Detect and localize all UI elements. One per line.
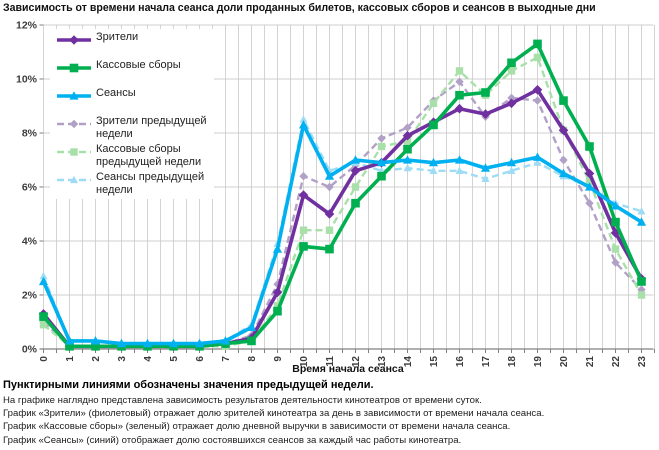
svg-text:5: 5 (169, 356, 180, 362)
legend-item-6: Сеансы предыдущей недели (56, 171, 214, 199)
svg-text:17: 17 (481, 356, 492, 368)
svg-text:16: 16 (455, 356, 466, 368)
x-axis-labels: 0 1 2 3 4 5 6 7 8 9 10 11 12 13 14 15 16 17 18 19 20 21 22 23 (39, 356, 648, 368)
legend-label: Зрители предыдущей недели (96, 115, 207, 140)
y-axis-labels: 0% 2% 4% 6% 8% 10% 12% (16, 20, 38, 356)
svg-text:4: 4 (143, 356, 154, 362)
svg-text:10: 10 (299, 356, 310, 368)
square-marker-icon (57, 63, 91, 73)
square-marker-icon (57, 148, 91, 156)
footer-line-3: График «Кассовые сборы» (зеленый) отража… (3, 421, 511, 433)
triangle-marker-icon (57, 91, 91, 100)
footer-notes: Пунктирными линиями обозначены значения … (3, 379, 656, 447)
svg-text:15: 15 (429, 356, 440, 368)
chart-title: Зависимость от времени начала сеанса дол… (3, 2, 596, 14)
legend-label: Сеансы (96, 87, 136, 99)
svg-text:13: 13 (377, 356, 388, 368)
svg-text:4%: 4% (22, 236, 38, 248)
legend-label: Кассовые сборы (96, 59, 181, 71)
svg-text:8: 8 (247, 356, 258, 362)
legend-item-4: Зрители предыдущей недели (56, 115, 214, 143)
svg-text:6: 6 (195, 356, 206, 362)
legend-item-2: Кассовые сборы (56, 59, 214, 87)
footer-line-2: График «Зрители» (фиолетовый) отражает д… (3, 408, 545, 420)
triangle-marker-icon (57, 175, 91, 184)
svg-text:23: 23 (637, 356, 648, 368)
svg-text:3: 3 (117, 356, 128, 362)
svg-text:14: 14 (403, 356, 414, 368)
svg-text:20: 20 (559, 356, 570, 368)
legend-label: Зрители (96, 31, 139, 43)
svg-text:9: 9 (273, 356, 284, 362)
svg-text:12%: 12% (16, 20, 38, 32)
svg-text:6%: 6% (22, 182, 38, 194)
footer-note-bold: Пунктирными линиями обозначены значения … (3, 379, 374, 391)
svg-text:0: 0 (39, 356, 50, 362)
chart-svg: 0%2%4%6%8%10%12%0 1 2 3 4 5 6 7 8 9 10 11 12 13 14 15 16… (16, 20, 655, 375)
series-3 (38, 120, 647, 348)
svg-text:11: 11 (325, 356, 336, 367)
legend-item-3: Сеансы (56, 87, 214, 115)
diamond-marker-icon (57, 35, 91, 45)
legend-item-5: Кассовые сборы предыдущей недели (56, 143, 214, 171)
svg-text:21: 21 (585, 356, 596, 368)
svg-text:18: 18 (507, 356, 518, 368)
svg-text:2: 2 (91, 356, 102, 362)
svg-text:7: 7 (221, 356, 232, 362)
svg-text:19: 19 (533, 356, 544, 368)
svg-text:1: 1 (65, 356, 76, 362)
legend-label: Сеансы предыдущей недели (96, 171, 205, 196)
svg-text:10%: 10% (16, 74, 38, 86)
svg-text:0%: 0% (22, 344, 38, 356)
svg-text:2%: 2% (22, 290, 38, 302)
chart-legend: Зрители Кассовые сборы Сеансы Зрители преды… (50, 29, 214, 199)
svg-text:22: 22 (611, 356, 622, 368)
x-axis-title: Время начала сеанса (292, 363, 404, 375)
legend-label: Кассовые сборы предыдущей недели (96, 143, 202, 168)
diamond-marker-icon (57, 119, 91, 129)
svg-text:8%: 8% (22, 128, 38, 140)
legend-item-1: Зрители (56, 31, 214, 59)
footer-line-1: На графике наглядно представлена зависим… (3, 395, 482, 406)
svg-text:12: 12 (351, 356, 362, 368)
footer-line-4: График «Сеансы» (синий) отображает долю … (3, 434, 462, 446)
